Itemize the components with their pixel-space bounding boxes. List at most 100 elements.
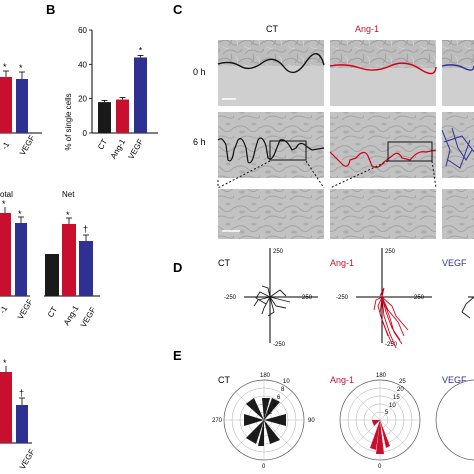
a-top-star-ang1: *: [3, 62, 7, 72]
b-significance-vegf: *: [139, 45, 143, 55]
a-net-bar-vegf: [79, 241, 93, 296]
a-net-dagger-vegf: †: [83, 224, 88, 234]
e-ang1-wedges: [370, 420, 390, 454]
b-y-ticks: 0 20 40 60: [78, 26, 92, 138]
c-col-title-ct: CT: [266, 24, 278, 34]
e-ct-angle-0: 0: [262, 464, 266, 470]
c-zoom-image-vegf: [442, 189, 474, 239]
c-zoom-box-ang1: [387, 141, 433, 162]
a-mid-star-vegf: *: [18, 209, 22, 219]
d-ang1-right-label: 250: [414, 295, 425, 301]
panel-a-top-chart: * * -1 VEGF: [0, 62, 42, 157]
a-top-bar-ang1: [0, 77, 12, 133]
a-mid-bar-vegf: [15, 223, 27, 296]
panel-d: D CT Ang-1 VEGF 250 -250 -250 250 250 -2…: [173, 248, 474, 349]
e-ang1-rtick-10: 10: [389, 403, 396, 409]
e-title-vegf: VEGF: [442, 375, 467, 385]
a-mid-xlabel-vegf: VEGF: [16, 298, 35, 321]
e-ct-angle-90: 90: [308, 418, 315, 424]
d-title-ang1: Ang-1: [330, 258, 354, 268]
panel-a: * * -1 VEGF otal * * -1 VEGF Net: [0, 62, 100, 471]
e-title-ct: CT: [218, 375, 230, 385]
b-bar-ang1: [116, 99, 129, 133]
d-vegf-trajectories: [461, 296, 474, 319]
panel-a-net-chart: Net * † CT Ang-1 VEGF: [44, 190, 100, 329]
a-top-star-vegf: *: [19, 63, 23, 73]
e-ct-rose: 180 90 0 270 10 8 6 4 2: [212, 373, 315, 470]
b-y-tick-label: 20: [78, 95, 87, 104]
a-net-title: Net: [62, 190, 75, 199]
b-y-tick-label: 60: [78, 26, 87, 35]
e-ct-rtick-2: 2: [269, 410, 273, 416]
a-net-star-ang1: *: [66, 210, 70, 220]
e-ct-angle-180: 180: [260, 373, 271, 379]
d-ct-top-label: 250: [273, 249, 284, 255]
d-ct-bottom-label: -250: [273, 342, 286, 348]
e-ct-rtick-4: 4: [273, 403, 277, 409]
c-migration-tracks-vegf-6h: [441, 127, 474, 169]
d-ang1-top-label: 250: [385, 249, 396, 255]
c-wound-edge-ang1-0h: [329, 62, 437, 75]
d-title-vegf: VEGF: [442, 258, 467, 268]
d-title-ct: CT: [218, 258, 230, 268]
panel-c: C CT Ang-1 0 h 6 h: [173, 2, 474, 239]
a-top-xlabel-ang1: -1: [0, 140, 12, 151]
a-mid-star-ang1: *: [2, 199, 6, 209]
a-mid-title-total: otal: [0, 190, 13, 199]
d-ct-left-label: -250: [224, 295, 237, 301]
c-image-vegf-0h-gap: [442, 68, 474, 106]
a-bottom-bar-ang1: [0, 372, 12, 443]
b-x-tick-label-ct: CT: [96, 137, 109, 151]
e-ct-rtick-6: 6: [277, 395, 281, 401]
a-top-xlabel-vegf: VEGF: [18, 134, 37, 157]
c-row-label-6h: 6 h: [193, 137, 206, 147]
c-col-title-ang1: Ang-1: [355, 24, 379, 34]
c-zoom-line-5: [431, 160, 437, 189]
b-y-axis-label: % of single cells: [64, 93, 73, 150]
e-vegf-rose: [435, 379, 474, 461]
a-net-xlabel-vegf: VEGF: [79, 306, 98, 329]
b-bars: CT Ang-1 * VEGF: [96, 45, 147, 161]
a-net-bar-ct: [45, 254, 59, 296]
c-row-label-0h: 0 h: [193, 67, 206, 77]
a-bottom-star-ang1: *: [3, 358, 7, 368]
a-bottom-dagger-vegf: †: [19, 388, 24, 398]
panel-b: B % of single cells 0 20 40 60 CT Ang-1 * VEGF: [46, 2, 158, 161]
e-ang1-rose: 180 0 25 20 15 10 5: [339, 373, 421, 470]
panel-e-label: E: [173, 348, 182, 363]
c-zoom-image-ang1: [330, 189, 436, 239]
a-net-xlabel-ang1: Ang-1: [62, 304, 81, 327]
e-ct-angle-270: 270: [212, 418, 223, 424]
a-top-bar-vegf: [16, 79, 28, 133]
e-ang1-rtick-25: 25: [399, 379, 406, 385]
e-title-ang1: Ang-1: [330, 375, 354, 385]
a-mid-bar-ang1: [0, 213, 11, 296]
a-net-xlabel-ct: CT: [46, 305, 59, 319]
panel-a-mid-chart: otal * * -1 VEGF: [0, 190, 35, 321]
c-zoom-line-2: [217, 160, 271, 189]
b-x-tick-label-ang1: Ang-1: [109, 137, 128, 160]
d-ct-right-label: 250: [302, 295, 313, 301]
c-migration-front-ang1-6h: [329, 149, 437, 168]
c-image-ang1-0h-gap: [330, 68, 436, 106]
b-x-tick-label-vegf: VEGF: [127, 137, 146, 160]
d-ct-trajectories: [253, 285, 291, 317]
panel-e: E CT Ang-1 VEGF 180 90 0 270 10 8 6 4 2: [173, 348, 474, 470]
e-ang1-rtick-5: 5: [385, 410, 389, 416]
e-ct-rtick-10: 10: [283, 379, 290, 385]
c-zoom-box-ct: [269, 140, 307, 161]
c-image-ct-0h-gap: [218, 66, 324, 106]
e-ct-rtick-8: 8: [281, 387, 285, 393]
a-mid-xlabel-ang1: -1: [0, 304, 10, 315]
a-net-bar-ang1: [62, 224, 76, 296]
panel-c-label: C: [173, 2, 183, 17]
b-bar-ct: [98, 102, 111, 133]
c-zoom-line-3: [305, 160, 325, 189]
b-y-tick-label: 40: [78, 60, 87, 69]
a-bottom-bar-vegf: [16, 405, 28, 443]
c-image-ang1-6h: [330, 112, 436, 178]
e-ang1-rtick-15: 15: [393, 395, 400, 401]
a-bottom-xlabel-vegf: VEGF: [18, 448, 37, 471]
c-migration-front-ct-6h: [217, 137, 325, 164]
